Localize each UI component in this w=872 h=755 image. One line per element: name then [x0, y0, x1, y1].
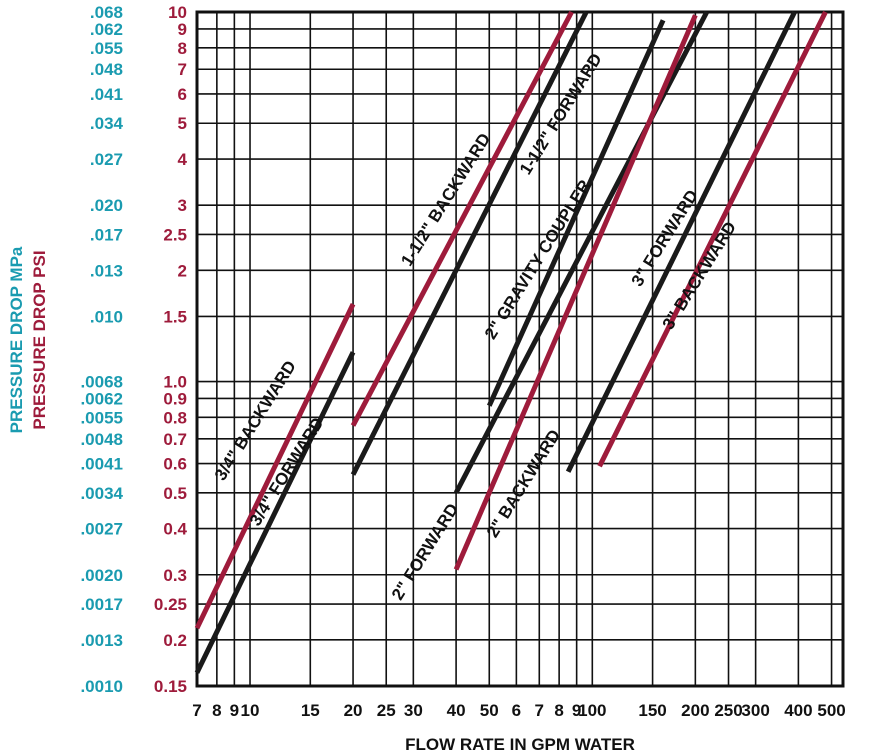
y-tick-label-psi-15: 0.6 [163, 455, 187, 474]
y-tick-label-mpa-0: .068 [90, 3, 123, 22]
x-tick-label-4: 15 [301, 701, 320, 720]
x-tick-label-11: 7 [535, 701, 544, 720]
y-tick-label-psi-11: 1.0 [163, 373, 187, 392]
y-tick-label-mpa-4: .041 [90, 85, 123, 104]
x-tick-label-16: 200 [681, 701, 709, 720]
y-tick-label-psi-13: 0.8 [163, 408, 187, 427]
y-tick-label-mpa-11: .0068 [80, 373, 123, 392]
series-line-2 [350, 10, 574, 427]
horizontal-gridlines [197, 11, 843, 687]
y-tick-label-mpa-6: .027 [90, 150, 123, 169]
series-line-8 [597, 10, 828, 468]
y-tick-label-mpa-3: .048 [90, 60, 123, 79]
x-tick-label-8: 40 [447, 701, 466, 720]
y-tick-label-mpa-17: .0027 [80, 520, 123, 539]
y-tick-label-mpa-21: .0010 [80, 677, 123, 696]
y-tick-label-mpa-18: .0020 [80, 566, 123, 585]
y-axis-title-mpa: PRESSURE DROP MPa [7, 246, 26, 433]
series-line-1 [194, 351, 356, 674]
y-tick-label-mpa-15: .0041 [80, 455, 123, 474]
y-axis-title-psi: PRESSURE DROP PSI [30, 250, 49, 429]
y-tick-label-psi-3: 7 [178, 60, 187, 79]
y-tick-label-mpa-19: .0017 [80, 595, 123, 614]
y-tick-label-mpa-5: .034 [90, 114, 124, 133]
y-tick-label-psi-17: 0.4 [163, 520, 187, 539]
y-tick-label-mpa-1: .062 [90, 20, 123, 39]
y-tick-label-mpa-20: .0013 [80, 631, 123, 650]
x-tick-label-19: 400 [784, 701, 812, 720]
x-tick-label-1: 8 [212, 701, 221, 720]
y-tick-label-psi-9: 2 [178, 261, 187, 280]
x-tick-label-13: 9 [572, 701, 581, 720]
y-tick-label-psi-20: 0.2 [163, 631, 187, 650]
y-tick-label-psi-21: 0.15 [154, 677, 187, 696]
y-tick-label-psi-12: 0.9 [163, 389, 187, 408]
y-tick-label-mpa-2: .055 [90, 39, 123, 58]
y-tick-label-psi-10: 1.5 [163, 307, 187, 326]
y-tick-label-psi-0: 10 [168, 3, 187, 22]
series-line-3 [350, 10, 589, 476]
series-line-4 [486, 19, 666, 407]
series-line-5 [453, 10, 710, 494]
x-tick-label-20: 500 [817, 701, 845, 720]
series-line-0 [194, 303, 356, 630]
y-tick-label-mpa-14: .0048 [80, 430, 123, 449]
y-tick-label-psi-5: 5 [178, 114, 187, 133]
y-tick-label-mpa-12: .0062 [80, 389, 123, 408]
series-line-7 [565, 10, 797, 473]
series-lines [194, 10, 828, 674]
y-tick-label-mpa-7: .020 [90, 196, 123, 215]
x-tick-label-18: 300 [741, 701, 769, 720]
y-tick-label-psi-2: 8 [178, 39, 187, 58]
y-tick-label-psi-14: 0.7 [163, 430, 187, 449]
x-tick-label-6: 25 [377, 701, 396, 720]
x-tick-label-7: 30 [404, 701, 423, 720]
y-tick-label-psi-4: 6 [178, 85, 187, 104]
vertical-gridlines [196, 12, 833, 686]
y-tick-label-mpa-9: .013 [90, 261, 123, 280]
x-tick-label-2: 9 [230, 701, 239, 720]
y-tick-label-psi-19: 0.25 [154, 595, 187, 614]
x-tick-label-10: 6 [512, 701, 521, 720]
y-tick-label-psi-18: 0.3 [163, 566, 187, 585]
y-tick-label-mpa-10: .010 [90, 307, 123, 326]
y-tick-labels-mpa: .068.062.055 .048 .041 .034 .027 .020 .017 .013… [80, 3, 123, 696]
x-tick-label-15: 150 [638, 701, 666, 720]
x-tick-label-17: 250 [714, 701, 742, 720]
y-tick-label-psi-8: 2.5 [163, 225, 187, 244]
series-label-5: 2" FORWARD [388, 500, 462, 603]
x-tick-label-0: 7 [192, 701, 201, 720]
y-tick-label-psi-7: 3 [178, 196, 187, 215]
y-tick-label-psi-16: 0.5 [163, 484, 187, 503]
y-tick-label-mpa-8: .017 [90, 225, 123, 244]
y-tick-label-psi-1: 9 [178, 20, 187, 39]
y-tick-label-mpa-13: .0055 [80, 408, 123, 427]
x-tick-label-5: 20 [344, 701, 363, 720]
y-tick-label-mpa-16: .0034 [80, 484, 123, 503]
series-line-6 [453, 14, 698, 571]
x-axis-title: FLOW RATE IN GPM WATER [405, 735, 635, 754]
x-tick-label-3: 10 [241, 701, 260, 720]
x-tick-label-14: 100 [578, 701, 606, 720]
x-tick-label-9: 50 [480, 701, 499, 720]
y-tick-label-psi-6: 4 [178, 150, 188, 169]
x-tick-label-12: 8 [554, 701, 563, 720]
